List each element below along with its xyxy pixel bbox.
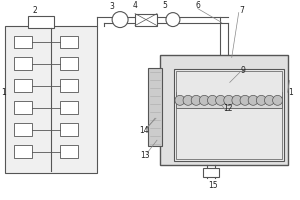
Bar <box>60 123 78 136</box>
Circle shape <box>240 95 250 105</box>
Bar <box>176 71 282 97</box>
Bar <box>14 79 32 92</box>
Circle shape <box>183 95 193 105</box>
Text: 2: 2 <box>33 6 38 15</box>
Text: 12: 12 <box>223 104 232 113</box>
Text: 3: 3 <box>110 2 115 11</box>
Bar <box>28 16 54 28</box>
Bar <box>14 145 32 158</box>
Circle shape <box>232 95 242 105</box>
Text: 5: 5 <box>163 1 167 10</box>
Bar <box>5 26 97 173</box>
Bar <box>135 14 157 26</box>
Circle shape <box>216 95 226 105</box>
Circle shape <box>166 13 180 27</box>
Text: 15: 15 <box>208 181 218 190</box>
Circle shape <box>199 95 209 105</box>
Circle shape <box>256 95 266 105</box>
Text: 1: 1 <box>1 88 6 97</box>
Bar <box>60 79 78 92</box>
Text: 9: 9 <box>240 66 245 75</box>
Text: 7: 7 <box>239 6 244 15</box>
Bar <box>14 101 32 114</box>
Circle shape <box>265 95 275 105</box>
Text: 6: 6 <box>195 1 200 10</box>
Bar <box>176 108 282 159</box>
Bar <box>14 36 32 48</box>
Circle shape <box>273 95 283 105</box>
Circle shape <box>208 95 218 105</box>
Bar <box>60 57 78 70</box>
Bar <box>203 168 219 177</box>
Bar <box>60 36 78 48</box>
Bar <box>148 68 162 146</box>
Text: 1: 1 <box>288 88 293 97</box>
Bar <box>60 101 78 114</box>
Text: 4: 4 <box>133 1 137 10</box>
Bar <box>160 55 288 165</box>
Circle shape <box>175 95 185 105</box>
Circle shape <box>191 95 201 105</box>
Circle shape <box>248 95 258 105</box>
Bar <box>14 57 32 70</box>
Circle shape <box>224 95 234 105</box>
Text: 13: 13 <box>140 151 150 160</box>
Bar <box>174 69 284 161</box>
Bar <box>14 123 32 136</box>
Bar <box>176 92 282 108</box>
Text: 14: 14 <box>139 126 149 135</box>
Circle shape <box>112 12 128 28</box>
Bar <box>60 145 78 158</box>
